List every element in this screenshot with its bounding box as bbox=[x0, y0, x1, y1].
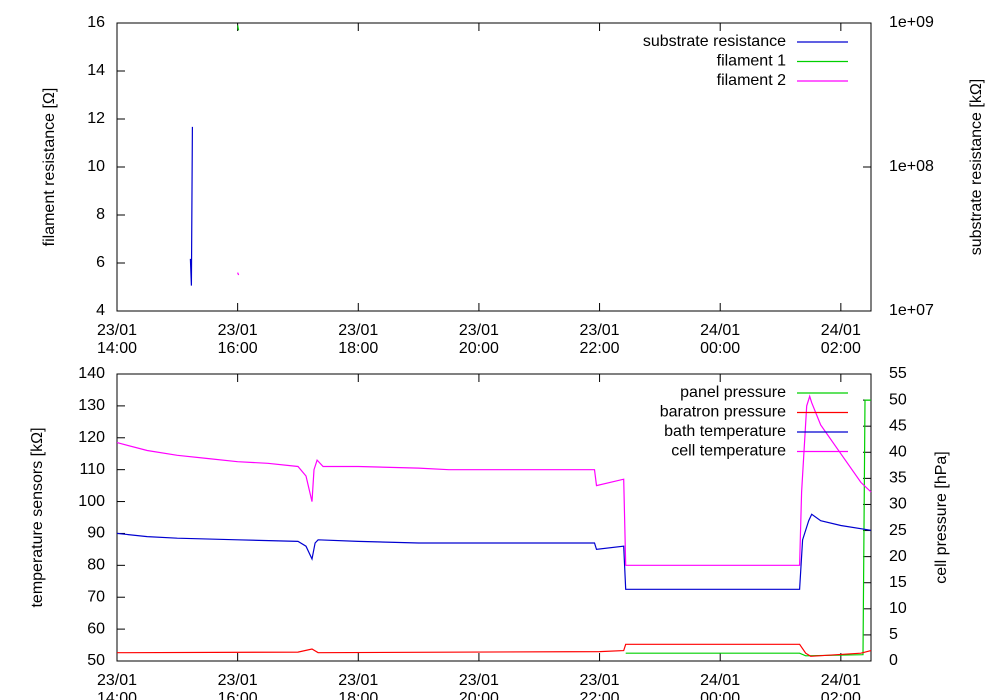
legend-label: substrate resistance bbox=[643, 33, 786, 50]
y-tick-label: 90 bbox=[87, 525, 105, 542]
y2-tick-label: 0 bbox=[889, 652, 898, 669]
y2-tick-label: 1e+08 bbox=[889, 158, 934, 175]
x-tick-label: 23/01 20:00 bbox=[458, 672, 499, 700]
x-tick-label: 23/01 22:00 bbox=[579, 672, 620, 700]
x-tick-label: 24/01 00:00 bbox=[700, 322, 741, 357]
x-tick-label: 24/01 00:00 bbox=[700, 672, 741, 700]
legend-label: cell temperature bbox=[671, 443, 786, 460]
series-line bbox=[116, 513, 872, 590]
x-tick-label: 23/01 14:00 bbox=[96, 672, 138, 700]
x-tick-label: 23/01 18:00 bbox=[338, 672, 379, 700]
y2-axis-label: cell pressure [hPa] bbox=[933, 451, 950, 584]
y-tick-label: 60 bbox=[87, 620, 105, 637]
y2-tick-label: 1e+09 bbox=[889, 14, 934, 31]
x-tick-label: 23/01 18:00 bbox=[338, 322, 379, 357]
legend-label: filament 2 bbox=[717, 72, 786, 89]
legend-label: baratron pressure bbox=[660, 404, 786, 421]
y-tick-label: 12 bbox=[87, 110, 105, 127]
y-tick-label: 140 bbox=[78, 365, 105, 382]
y-tick-label: 80 bbox=[87, 557, 105, 574]
y2-tick-label: 30 bbox=[889, 496, 907, 513]
x-tick-label: 23/01 14:00 bbox=[96, 322, 138, 357]
y-tick-label: 100 bbox=[78, 493, 105, 510]
y2-tick-label: 5 bbox=[889, 626, 898, 643]
y-tick-label: 50 bbox=[87, 652, 105, 669]
y2-tick-label: 55 bbox=[889, 365, 907, 382]
y2-tick-label: 45 bbox=[889, 417, 907, 434]
y-tick-label: 8 bbox=[96, 206, 105, 223]
x-tick-label: 23/01 20:00 bbox=[458, 322, 499, 357]
legend-label: bath temperature bbox=[664, 423, 786, 440]
y-tick-label: 120 bbox=[78, 429, 105, 446]
y2-tick-label: 35 bbox=[889, 470, 907, 487]
y2-tick-label: 15 bbox=[889, 574, 907, 591]
series-line bbox=[237, 25, 240, 31]
y-tick-label: 110 bbox=[79, 461, 105, 478]
y2-tick-label: 1e+07 bbox=[889, 302, 934, 319]
y2-tick-label: 20 bbox=[889, 548, 907, 565]
y-tick-label: 130 bbox=[78, 397, 105, 414]
y-axis-label: filament resistance [Ω] bbox=[41, 88, 58, 247]
series-line bbox=[189, 126, 193, 286]
y-tick-label: 14 bbox=[87, 62, 105, 79]
y-tick-label: 16 bbox=[87, 14, 105, 31]
y2-tick-label: 25 bbox=[889, 522, 907, 539]
y-tick-label: 70 bbox=[87, 588, 105, 605]
y-axis-label: temperature sensors [kΩ] bbox=[29, 427, 46, 607]
x-tick-label: 24/01 02:00 bbox=[820, 322, 861, 357]
y-tick-label: 10 bbox=[87, 158, 105, 175]
series-line bbox=[237, 272, 240, 276]
x-tick-label: 24/01 02:00 bbox=[820, 672, 861, 700]
legend-label: filament 1 bbox=[717, 53, 786, 70]
y2-tick-label: 40 bbox=[889, 443, 907, 460]
series-line bbox=[116, 643, 872, 657]
series-line bbox=[116, 394, 872, 566]
y2-axis-label: substrate resistance [kΩ] bbox=[968, 79, 985, 255]
legend-label: panel pressure bbox=[680, 384, 786, 401]
x-tick-label: 23/01 16:00 bbox=[217, 672, 258, 700]
plot-frame bbox=[116, 373, 872, 662]
y-tick-label: 4 bbox=[96, 302, 105, 319]
y2-tick-label: 10 bbox=[889, 600, 907, 617]
y-tick-label: 6 bbox=[96, 254, 105, 271]
x-tick-label: 23/01 16:00 bbox=[217, 322, 258, 357]
y2-tick-label: 50 bbox=[889, 391, 907, 408]
x-tick-label: 23/01 22:00 bbox=[579, 322, 620, 357]
